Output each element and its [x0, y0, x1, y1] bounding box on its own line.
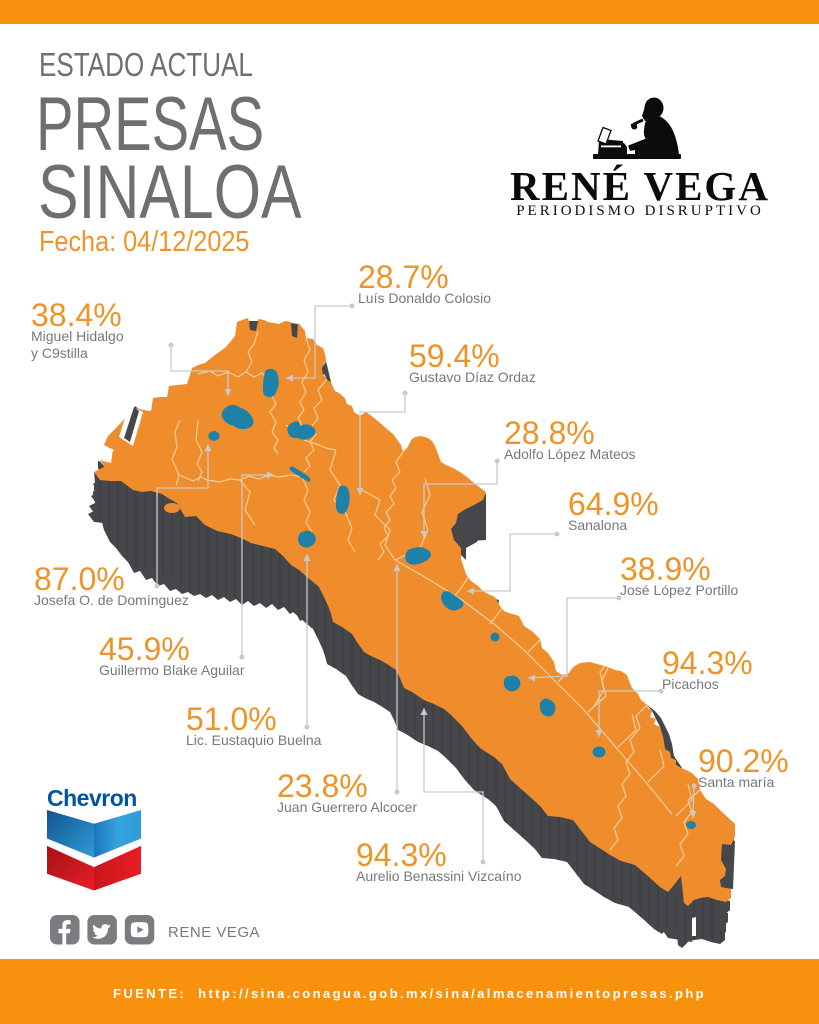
svg-text:RENÉ VEGA: RENÉ VEGA: [510, 163, 770, 209]
svg-text:Chevron: Chevron: [47, 785, 137, 811]
svg-text:PERIODISMO DISRUPTIVO: PERIODISMO DISRUPTIVO: [516, 203, 764, 219]
